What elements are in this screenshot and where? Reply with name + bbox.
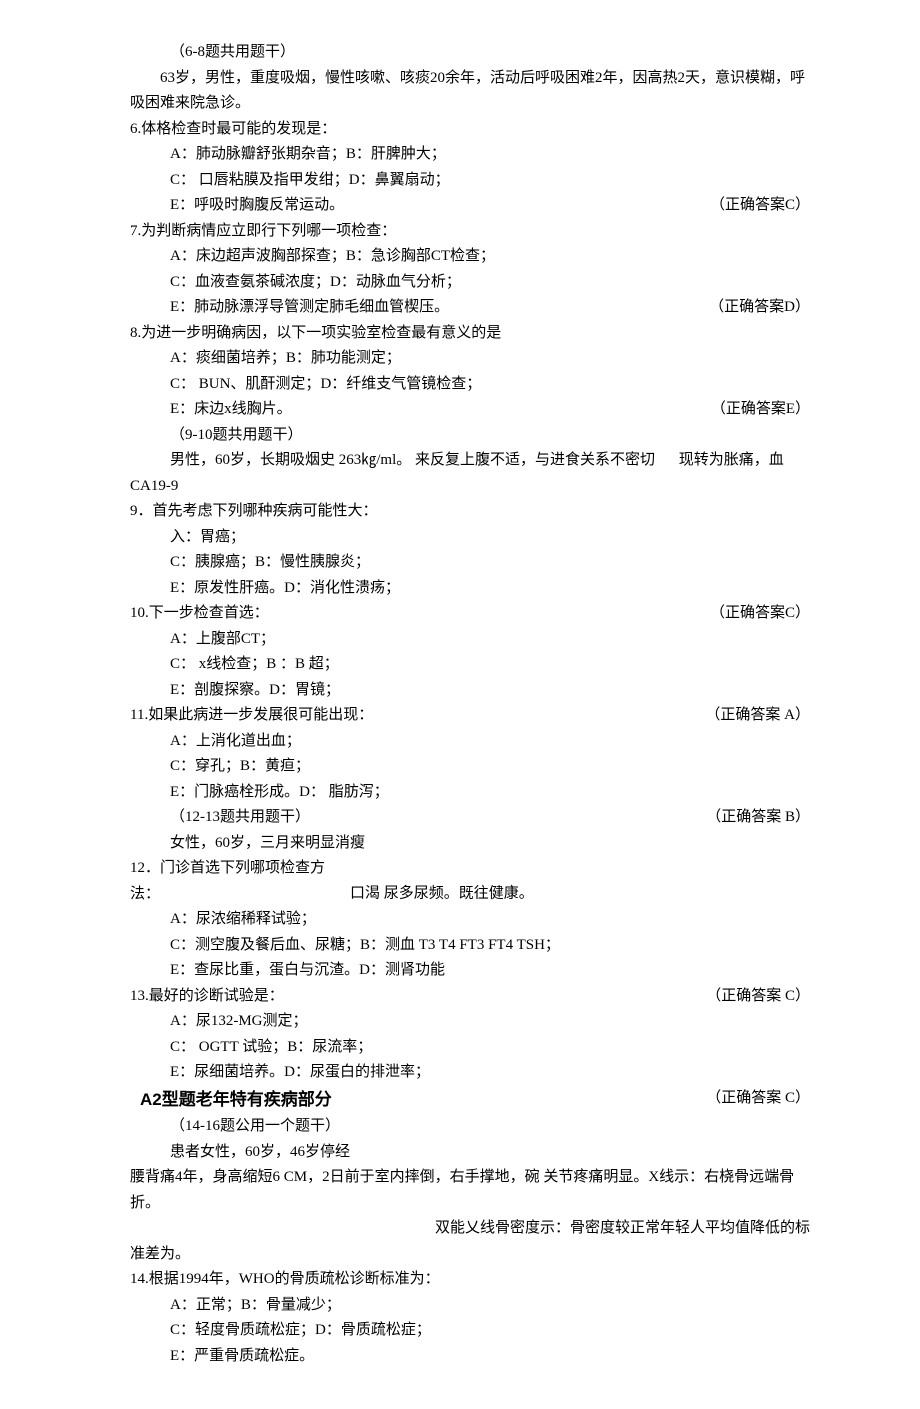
q11-opt-e: E：门脉癌栓形成。: [130, 784, 299, 800]
stem-14-16-p1: 患者女性，60岁，46岁停经: [130, 1140, 810, 1166]
q9-opt-c: C：胰腺癌；: [130, 554, 255, 570]
q7-text: 7.为判断病情应立即行下列哪一项检查：: [130, 219, 810, 245]
q14-text: 14.根据1994年，WHO的骨质疏松诊断标准为：: [130, 1267, 810, 1293]
shared-stem-6-8: 63岁，男性，重度吸烟，慢性咳嗽、咳痰20余年，活动后呼吸困难2年，因高热2天，…: [130, 66, 810, 117]
q7-opt-c: C：血液查氨茶碱浓度；: [130, 274, 330, 290]
q7-answer: （正确答案D）: [709, 295, 810, 321]
q12-opt-a: A：尿浓缩稀释试验；: [130, 911, 316, 927]
q6-opt-d: D：鼻翼扇动；: [349, 172, 450, 188]
q10-opt-e: E：剖腹探察。: [130, 682, 269, 698]
q13-text: 13.最好的诊断试验是：: [130, 988, 284, 1004]
stem-9-10-p1: 男性，60岁，长期吸烟史 263㎏/ml。: [130, 452, 411, 468]
q7-opt-b: B：急诊胸部CT检查；: [346, 248, 495, 264]
q11-opt-d: D： 脂肪泻；: [299, 784, 389, 800]
q8-answer: （正确答案E）: [711, 397, 810, 423]
q10-opt-c: C： x线检查；: [130, 656, 266, 672]
q14-opt-b: B：骨量减少；: [241, 1297, 341, 1313]
q10-opt-b: B ：B 超；: [266, 656, 339, 672]
q7-opt-e: E：肺动脉漂浮导管测定肺毛细血管楔压。: [130, 299, 449, 315]
q6-opt-e: E：呼吸时胸腹反常运动。: [130, 197, 344, 213]
q10-answer: （正确答案 A）: [705, 703, 810, 729]
q8-opt-e: E：床边x线胸片。: [130, 401, 292, 417]
q10-text: 10.下一步检查首选：: [130, 605, 269, 621]
q9-opt-a: 入：胃癌；: [130, 529, 245, 545]
q9-opt-e: E：原发性肝癌。: [130, 580, 284, 596]
section-header: A2型题老年特有疾病部分: [130, 1090, 332, 1109]
q13-opt-b: B：尿流率；: [287, 1039, 372, 1055]
shared-stem-label: （6-8题共用题干）: [130, 40, 810, 66]
q6-text: 6.体格检查时最可能的发现是：: [130, 117, 810, 143]
q13-opt-c: C： OGTT 试验；: [130, 1039, 287, 1055]
q13-answer: （正确答案 C）: [706, 1086, 810, 1112]
stem-14-16-p3: 双能乂线骨密度示：骨密度较正常年轻人平均值降低的标: [130, 1216, 810, 1242]
q13-opt-e: E：尿细菌培养。: [130, 1064, 284, 1080]
q9-answer: （正确答案C）: [710, 601, 810, 627]
shared-stem-label-9-10: （9-10题共用题干）: [130, 423, 810, 449]
q10-opt-a: A：上腹部CT；: [130, 631, 275, 647]
q14-opt-c: C：轻度骨质疏松症；: [130, 1322, 315, 1338]
q10-opt-d: D：胃镜；: [269, 682, 340, 698]
stem-14-16-p4: 准差为。: [130, 1242, 810, 1268]
q12-opt-c: C：测空腹及餐后血、尿糖；: [130, 937, 360, 953]
q6-opt-c: C： 口唇粘膜及指甲发绀；: [130, 172, 349, 188]
q14-opt-d: D：骨质疏松症；: [315, 1322, 431, 1338]
q12-answer: （正确答案 C）: [706, 984, 810, 1010]
stem-12-13-p2: 口渴 尿多尿频。既往健康。: [350, 886, 534, 902]
q12-text: 12．门诊首选下列哪项检查方法：: [130, 856, 350, 907]
q11-opt-a: A：上消化道出血；: [130, 733, 301, 749]
q8-opt-c: C： BUN、肌酐测定；: [130, 376, 320, 392]
stem-14-16-p2: 腰背痛4年，身高缩短6 CM，2日前于室内摔倒，右手撑地，碗 关节疼痛明显。X线…: [130, 1165, 810, 1216]
q7-opt-d: D：动脉血气分析；: [330, 274, 461, 290]
q7-opt-a: A：床边超声波胸部探查；: [130, 248, 346, 264]
q12-opt-e: E：查尿比重，蛋白与沉渣。: [130, 962, 359, 978]
q12-opt-b: B：测血 T3 T4 FT3 FT4 TSH；: [360, 937, 560, 953]
q6-answer: （正确答案C）: [710, 193, 810, 219]
q9-opt-b: B：慢性胰腺炎；: [255, 554, 370, 570]
q6-opt-b: B：肝脾肿大；: [346, 146, 446, 162]
stem-12-13-p1: 女性，60岁，三月来明显消瘦: [130, 831, 810, 857]
q9-text: 9．首先考虑下列哪种疾病可能性大：: [130, 499, 810, 525]
q13-opt-d: D：尿蛋白的排泄率；: [284, 1064, 430, 1080]
q8-opt-d: D：纤维支气管镜检查；: [320, 376, 481, 392]
q13-opt-a: A：尿132-MG测定；: [130, 1013, 308, 1029]
q11-opt-c: C：穿孔；: [130, 758, 240, 774]
q8-opt-a: A：痰细菌培养；: [130, 350, 286, 366]
q11-opt-b: B：黄疸；: [240, 758, 310, 774]
q11-text: 11.如果此病进一步发展很可能出现：: [130, 707, 373, 723]
q6-opt-a: A：肺动脉瓣舒张期杂音；: [130, 146, 346, 162]
q14-opt-a: A：正常；: [130, 1297, 241, 1313]
q8-opt-b: B：肺功能测定；: [286, 350, 401, 366]
q14-opt-e: E：严重骨质疏松症。: [130, 1348, 314, 1364]
shared-stem-label-14-16: （14-16题公用一个题干）: [130, 1114, 810, 1140]
q9-opt-d: D：消化性溃疡；: [284, 580, 400, 596]
q11-answer: （正确答案 B）: [706, 805, 810, 831]
q8-text: 8.为进一步明确病因，以下一项实验室检查最有意义的是: [130, 321, 810, 347]
q12-opt-d: D：测肾功能: [359, 962, 445, 978]
shared-stem-label-12-13: （12-13题共用题干）: [130, 809, 310, 825]
stem-9-10-p2: 来反复上腹不适，与进食关系不密切: [415, 452, 655, 468]
